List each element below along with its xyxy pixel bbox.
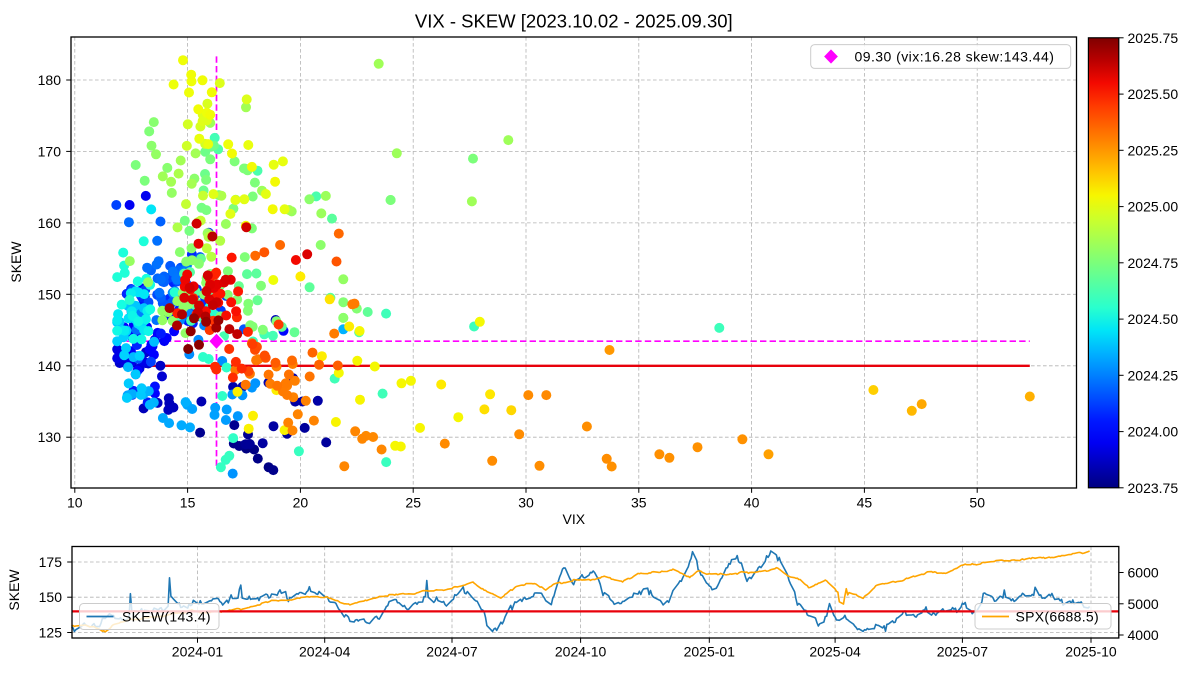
svg-text:40: 40 (744, 495, 760, 511)
svg-text:180: 180 (38, 72, 62, 88)
svg-text:150: 150 (38, 286, 62, 302)
svg-text:2024.50: 2024.50 (1128, 311, 1179, 327)
svg-text:5000: 5000 (1128, 596, 1159, 612)
svg-text:2025.50: 2025.50 (1128, 86, 1179, 102)
svg-text:2024.75: 2024.75 (1128, 255, 1179, 271)
svg-text:125: 125 (39, 625, 63, 641)
svg-text:SPX(6688.5): SPX(6688.5) (1016, 609, 1099, 625)
svg-text:2024-07: 2024-07 (426, 644, 478, 660)
svg-text:170: 170 (38, 143, 62, 159)
svg-text:2025-01: 2025-01 (684, 644, 736, 660)
svg-text:6000: 6000 (1128, 565, 1159, 581)
svg-text:VIX: VIX (563, 511, 586, 527)
svg-text:2025.00: 2025.00 (1128, 199, 1179, 215)
svg-text:2025-10: 2025-10 (1065, 644, 1117, 660)
svg-text:2024-04: 2024-04 (299, 644, 351, 660)
svg-text:10: 10 (67, 495, 83, 511)
svg-text:140: 140 (38, 358, 62, 374)
svg-text:160: 160 (38, 215, 62, 231)
svg-text:2024.25: 2024.25 (1128, 367, 1179, 383)
svg-text:2023.75: 2023.75 (1128, 480, 1179, 496)
svg-text:2025-07: 2025-07 (937, 644, 989, 660)
svg-text:2025.25: 2025.25 (1128, 142, 1179, 158)
svg-text:2025.75: 2025.75 (1128, 30, 1179, 46)
svg-text:SKEW: SKEW (8, 241, 24, 283)
svg-text:25: 25 (405, 495, 421, 511)
svg-text:50: 50 (969, 495, 985, 511)
svg-text:2025-04: 2025-04 (809, 644, 861, 660)
svg-text:150: 150 (39, 589, 63, 605)
svg-text:20: 20 (293, 495, 309, 511)
svg-text:45: 45 (857, 495, 873, 511)
svg-text:VIX - SKEW [2023.10.02 - 2025.: VIX - SKEW [2023.10.02 - 2025.09.30] (415, 11, 733, 32)
svg-text:2024.00: 2024.00 (1128, 424, 1179, 440)
svg-text:130: 130 (38, 429, 62, 445)
svg-text:2024-01: 2024-01 (172, 644, 224, 660)
svg-text:175: 175 (39, 554, 63, 570)
svg-text:15: 15 (180, 495, 196, 511)
svg-text:2024-10: 2024-10 (555, 644, 607, 660)
svg-text:SKEW(143.4): SKEW(143.4) (122, 609, 211, 625)
svg-text:SKEW: SKEW (6, 569, 22, 611)
svg-text:30: 30 (518, 495, 534, 511)
svg-text:4000: 4000 (1128, 627, 1159, 643)
svg-text:35: 35 (631, 495, 647, 511)
svg-text:09.30 (vix:16.28 skew:143.44): 09.30 (vix:16.28 skew:143.44) (855, 49, 1055, 65)
